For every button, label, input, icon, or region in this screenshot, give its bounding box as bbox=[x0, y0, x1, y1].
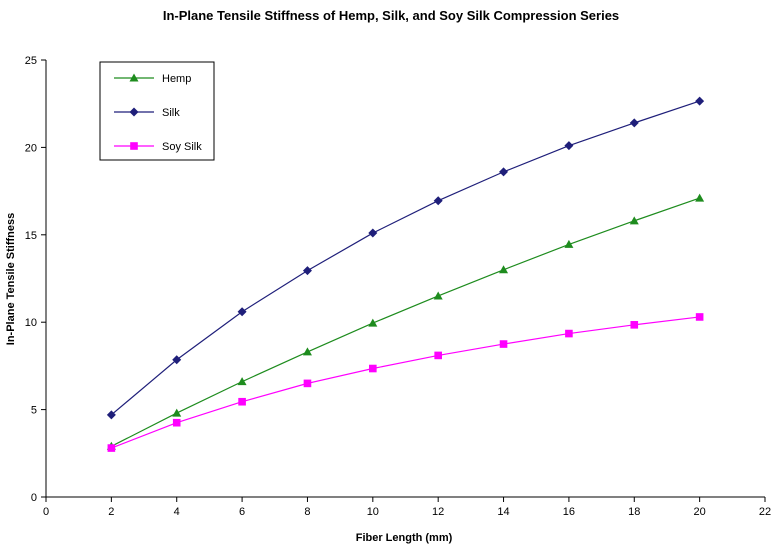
data-point bbox=[368, 228, 378, 238]
legend-label: Soy Silk bbox=[162, 141, 202, 153]
y-axis-label: In-Plane Tensile Stiffness bbox=[5, 213, 17, 345]
series-soy-silk bbox=[107, 313, 704, 452]
x-tick-label: 8 bbox=[304, 506, 310, 518]
legend-label: Silk bbox=[162, 107, 180, 119]
x-axis-label: Fiber Length (mm) bbox=[356, 532, 453, 544]
data-point bbox=[499, 265, 509, 274]
legend-item: Hemp bbox=[114, 73, 191, 85]
data-point bbox=[237, 377, 247, 386]
data-point bbox=[433, 291, 443, 300]
data-point bbox=[302, 347, 312, 356]
data-point bbox=[433, 196, 443, 206]
data-point bbox=[629, 118, 639, 128]
data-point bbox=[302, 266, 312, 276]
data-point bbox=[564, 239, 574, 248]
legend-item: Silk bbox=[114, 107, 180, 119]
x-tick-label: 10 bbox=[367, 506, 379, 518]
data-point bbox=[565, 329, 573, 338]
x-tick-label: 12 bbox=[432, 506, 444, 518]
data-point bbox=[499, 167, 509, 177]
data-point bbox=[629, 216, 639, 225]
series-silk bbox=[106, 96, 705, 420]
data-point bbox=[564, 141, 574, 151]
data-point bbox=[695, 96, 705, 106]
series-hemp bbox=[106, 193, 705, 450]
data-point bbox=[106, 410, 116, 420]
x-tick-label: 4 bbox=[174, 506, 180, 518]
x-tick-label: 18 bbox=[628, 506, 640, 518]
y-tick-label: 20 bbox=[25, 142, 37, 154]
plot-series bbox=[106, 96, 705, 452]
legend-marker bbox=[130, 142, 138, 150]
data-point bbox=[695, 313, 704, 321]
data-point bbox=[499, 340, 508, 348]
y-tick-label: 15 bbox=[25, 230, 37, 242]
x-tick-label: 14 bbox=[497, 506, 509, 518]
series-line bbox=[111, 316, 700, 449]
x-tick-label: 2 bbox=[108, 506, 114, 518]
data-point bbox=[695, 193, 705, 202]
chart-title: In-Plane Tensile Stiffness of Hemp, Silk… bbox=[163, 8, 619, 23]
legend-marker bbox=[129, 107, 139, 117]
data-point bbox=[368, 318, 378, 327]
x-tick-label: 16 bbox=[563, 506, 575, 518]
axes: 0 5 10 15 20 25 0 2 4 6 8 10 12 14 16 18 20 22 bbox=[25, 55, 771, 518]
legend: Hemp Silk Soy Silk bbox=[99, 61, 215, 161]
legend-item: Soy Silk bbox=[114, 141, 202, 153]
data-point bbox=[107, 444, 116, 452]
data-point bbox=[369, 364, 377, 373]
data-point bbox=[303, 379, 312, 388]
y-tick-label: 5 bbox=[31, 405, 37, 417]
y-tick-label: 10 bbox=[25, 317, 37, 329]
x-tick-label: 22 bbox=[759, 506, 771, 518]
data-point bbox=[172, 408, 182, 417]
data-point bbox=[630, 321, 639, 329]
x-tick-label: 0 bbox=[43, 506, 49, 518]
x-tick-label: 6 bbox=[239, 506, 245, 518]
y-tick-label: 25 bbox=[25, 55, 37, 67]
legend-label: Hemp bbox=[162, 73, 191, 85]
data-point bbox=[238, 397, 246, 406]
x-tick-label: 20 bbox=[694, 506, 706, 518]
series-line bbox=[111, 197, 700, 447]
data-point bbox=[172, 418, 181, 427]
y-tick-label: 0 bbox=[31, 492, 37, 504]
data-point bbox=[237, 307, 247, 317]
series-line bbox=[110, 100, 700, 416]
data-point bbox=[172, 355, 182, 365]
legend-marker bbox=[129, 73, 139, 82]
data-point bbox=[434, 351, 442, 360]
